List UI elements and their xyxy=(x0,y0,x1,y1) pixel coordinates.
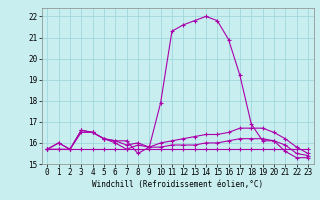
X-axis label: Windchill (Refroidissement éolien,°C): Windchill (Refroidissement éolien,°C) xyxy=(92,180,263,189)
